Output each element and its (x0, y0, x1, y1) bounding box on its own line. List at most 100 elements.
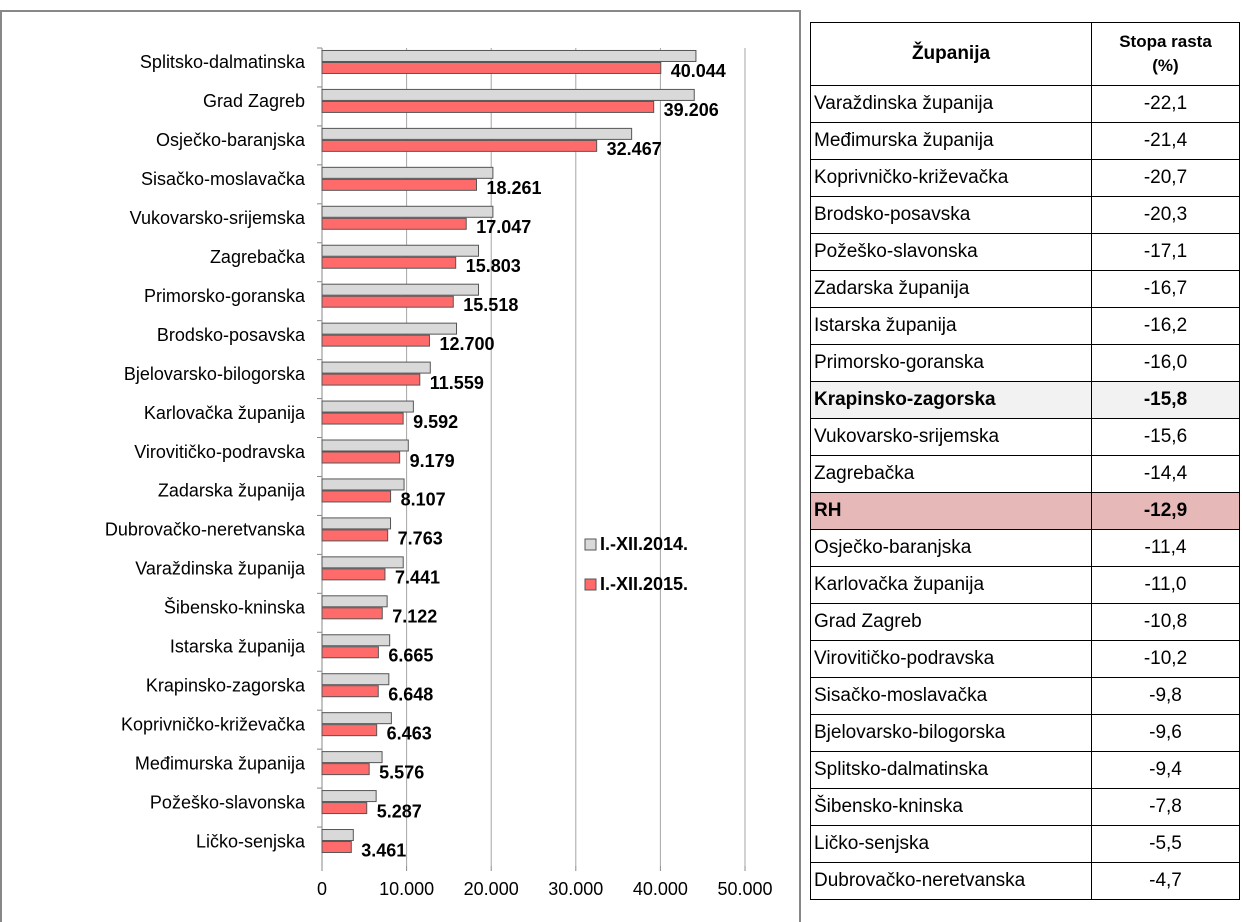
bar (321, 490, 392, 503)
data-label: 7.441 (395, 568, 440, 588)
x-tick-label: 50.000 (717, 879, 772, 899)
table-cell: Karlovačka županija (810, 566, 1092, 604)
x-tick-label: 30.000 (548, 879, 603, 899)
bar (321, 751, 383, 764)
bar (321, 127, 633, 140)
y-tick-label: Krapinsko-zagorska (146, 675, 306, 695)
bar (321, 295, 454, 308)
table-row: Primorsko-goranska -16,0 (810, 344, 1240, 382)
table-cell: -9,6 (1091, 714, 1240, 752)
bar (321, 217, 467, 230)
table-cell: Krapinsko-zagorska (810, 381, 1092, 419)
data-label: 39.206 (664, 100, 719, 120)
bar (321, 400, 414, 413)
table-row: Dubrovačko-neretvanska -4,7 (810, 862, 1240, 900)
y-tick-label: Dubrovačko-neretvanska (105, 520, 306, 540)
table-cell: Međimurska županija (810, 122, 1092, 160)
table-cell: Požeško-slavonska (810, 233, 1092, 271)
table-cell: Istarska županija (810, 307, 1092, 345)
header-cell: Županija (810, 22, 1092, 86)
table-row: Zagrebačka -14,4 (810, 455, 1240, 493)
table-row: Šibensko-kninska -7,8 (810, 788, 1240, 826)
data-label: 9.179 (410, 451, 455, 471)
y-tick-label: Požeško-slavonska (150, 792, 306, 812)
data-label: 11.559 (430, 373, 484, 393)
y-tick-label: Brodsko-posavska (157, 325, 306, 345)
bar (321, 283, 480, 296)
table-cell: Bjelovarsko-bilogorska (810, 714, 1092, 752)
y-tick-label: Zadarska županija (158, 481, 306, 501)
x-tick-label: 10.000 (379, 879, 434, 899)
bar (321, 607, 383, 620)
y-tick-label: Zagrebačka (210, 247, 306, 267)
table-cell: -9,8 (1091, 677, 1240, 715)
data-label: 7.122 (392, 607, 437, 627)
table-row: Međimurska županija -21,4 (810, 122, 1240, 160)
data-label: 15.803 (466, 256, 521, 276)
chart: 0 10.000 20.000 30.000 40.000 50.000 Splitsko-… (0, 10, 801, 922)
table-row: Osječko-baranjska -11,4 (810, 529, 1240, 567)
y-tick-label: Varaždinska županija (135, 559, 306, 579)
bar (321, 673, 390, 686)
table-cell: Splitsko-dalmatinska (810, 751, 1092, 789)
table-cell: Virovitičko-podravska (810, 640, 1092, 678)
bar (321, 556, 404, 569)
table-cell: -20,7 (1091, 159, 1240, 197)
y-tick-label: Ličko-senjska (196, 831, 306, 851)
bar (321, 712, 392, 725)
x-tick-label: 20.000 (464, 879, 519, 899)
table-cell: Sisačko-moslavačka (810, 677, 1092, 715)
y-tick-label: Primorsko-goranska (144, 286, 306, 306)
bar (321, 139, 598, 152)
table-cell: Varaždinska županija (810, 85, 1092, 123)
bar (321, 646, 379, 659)
table-cell: Zagrebačka (810, 455, 1092, 493)
table-header: Županija Stopa rasta (%) (810, 22, 1240, 86)
table-row: Bjelovarsko-bilogorska -9,6 (810, 714, 1240, 752)
table-row: Brodsko-posavska -20,3 (810, 196, 1240, 234)
table-cell: RH (810, 492, 1092, 530)
table-row: Vukovarsko-srijemska -15,6 (810, 418, 1240, 456)
table-cell: Dubrovačko-neretvanska (810, 862, 1092, 900)
data-label: 5.576 (379, 762, 424, 782)
data-label: 17.047 (476, 217, 531, 237)
table-cell: -16,0 (1091, 344, 1240, 382)
table-cell: -16,2 (1091, 307, 1240, 345)
bar (321, 205, 494, 218)
bar (321, 439, 409, 452)
y-tick-label: Međimurska županija (135, 753, 306, 773)
bar (321, 256, 457, 269)
table-row: Karlovačka županija -11,0 (810, 566, 1240, 604)
data-label: 40.044 (671, 61, 726, 81)
y-tick-label: Grad Zagreb (203, 91, 305, 111)
table-cell: -7,8 (1091, 788, 1240, 826)
table-cell: -15,6 (1091, 418, 1240, 456)
table-cell: -4,7 (1091, 862, 1240, 900)
bar (321, 334, 430, 347)
table-row: Istarska županija -16,2 (810, 307, 1240, 345)
bar (321, 790, 377, 803)
y-tick-label: Koprivničko-križevačka (121, 714, 306, 734)
data-label: 12.700 (439, 334, 494, 354)
table-cell: -20,3 (1091, 196, 1240, 234)
bar (321, 244, 480, 257)
table-row: Splitsko-dalmatinska -9,4 (810, 751, 1240, 789)
bar (321, 634, 391, 647)
bar (321, 478, 405, 491)
bar (321, 829, 354, 842)
bar (321, 49, 697, 62)
legend-label: I.-XII.2015. (600, 574, 688, 594)
y-tick-label: Virovitičko-podravska (134, 442, 306, 462)
table-row: Koprivničko-križevačka -20,7 (810, 159, 1240, 197)
bar (321, 373, 421, 386)
data-label: 7.763 (398, 529, 443, 549)
table-cell: -22,1 (1091, 85, 1240, 123)
table-cell: -15,8 (1091, 381, 1240, 419)
legend-swatch (584, 538, 597, 551)
y-tick-label: Bjelovarsko-bilogorska (124, 364, 306, 384)
legend-label: I.-XII.2014. (600, 534, 688, 554)
chart-frame (0, 10, 801, 922)
bar (321, 361, 431, 374)
table-cell: Vukovarsko-srijemska (810, 418, 1092, 456)
